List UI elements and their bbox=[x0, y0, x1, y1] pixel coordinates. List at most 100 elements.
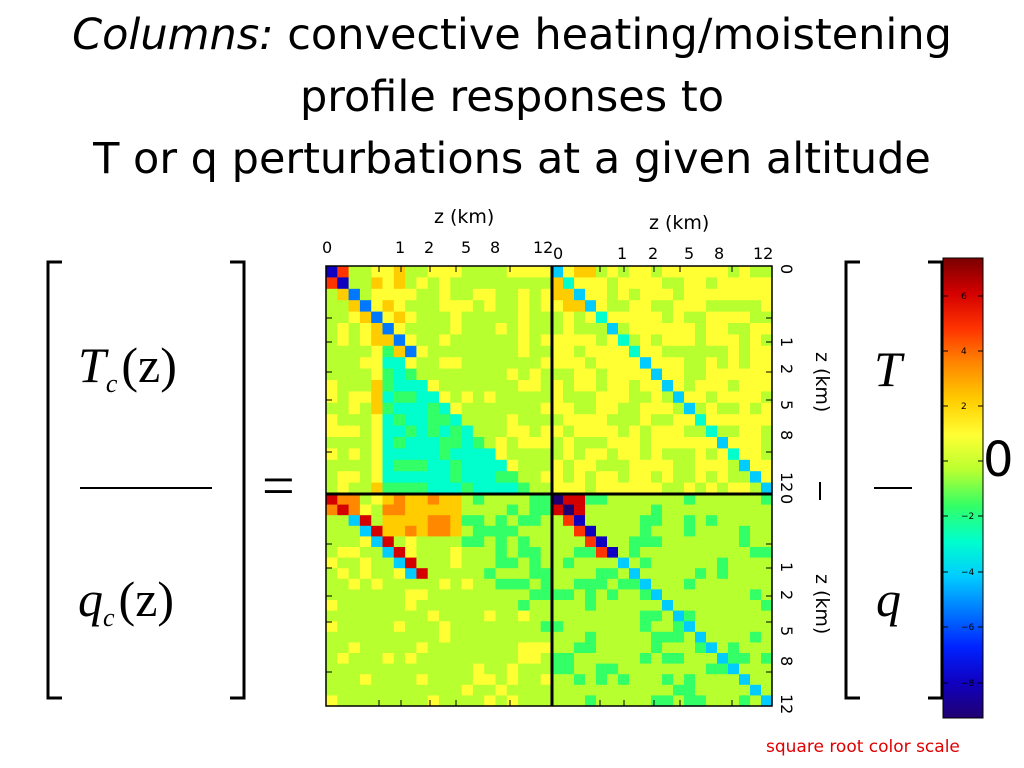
matrix-cell bbox=[450, 525, 463, 537]
matrix-cell bbox=[728, 368, 740, 381]
matrix-cell bbox=[416, 311, 429, 324]
matrix-cell bbox=[596, 414, 608, 427]
matrix-cell bbox=[750, 471, 762, 484]
matrix-cell bbox=[472, 653, 485, 665]
matrix-cell bbox=[518, 504, 530, 516]
matrix-cell bbox=[337, 642, 350, 654]
matrix-cell bbox=[750, 568, 762, 580]
matrix-cell bbox=[348, 578, 361, 590]
matrix-cell bbox=[461, 578, 474, 590]
matrix-cell bbox=[728, 277, 740, 290]
matrix-cell bbox=[585, 642, 597, 654]
matrix-cell bbox=[416, 437, 429, 449]
matrix-cell bbox=[640, 311, 652, 324]
matrix-cell bbox=[540, 414, 553, 427]
matrix-cell bbox=[695, 357, 707, 370]
matrix-cell bbox=[684, 547, 696, 559]
matrix-cell bbox=[596, 266, 608, 278]
matrix-cell bbox=[484, 300, 497, 313]
lhs-top-symbol: T bbox=[78, 337, 106, 393]
matrix-cell bbox=[382, 448, 395, 461]
matrix-cell bbox=[761, 504, 773, 516]
matrix-cell bbox=[518, 288, 530, 301]
matrix-cell bbox=[348, 391, 361, 404]
matrix-cell bbox=[706, 631, 718, 643]
matrix-cell bbox=[484, 663, 497, 675]
matrix-cell bbox=[651, 437, 663, 449]
matrix-cell bbox=[596, 437, 608, 449]
matrix-cell bbox=[506, 414, 519, 427]
matrix-cell bbox=[472, 674, 485, 686]
matrix-cell bbox=[585, 334, 597, 347]
matrix-cell bbox=[461, 621, 474, 633]
matrix-cell bbox=[326, 323, 338, 335]
matrix-cell bbox=[574, 448, 586, 461]
matrix-cell bbox=[529, 345, 542, 358]
matrix-cell bbox=[405, 380, 417, 392]
title-line3: T or q perturbations at a given altitude bbox=[93, 134, 931, 184]
matrix-cell bbox=[518, 300, 530, 313]
matrix-cell bbox=[371, 334, 384, 347]
matrix-cell bbox=[761, 391, 773, 404]
matrix-cell bbox=[416, 525, 429, 537]
matrix-cell bbox=[673, 300, 685, 313]
matrix-cell bbox=[640, 482, 652, 495]
matrix-cell bbox=[405, 494, 417, 506]
matrix-cell bbox=[405, 557, 417, 569]
matrix-cell bbox=[472, 459, 485, 472]
matrix-cell bbox=[427, 300, 440, 313]
matrix-cell bbox=[529, 368, 542, 381]
matrix-cell bbox=[484, 695, 497, 707]
matrix-cell bbox=[540, 402, 553, 415]
matrix-cell bbox=[695, 610, 707, 622]
matrix-cell bbox=[495, 525, 508, 537]
matrix-cell bbox=[450, 368, 463, 381]
matrix-cell bbox=[450, 380, 463, 392]
matrix-cell bbox=[371, 448, 384, 461]
matrix-cell bbox=[574, 610, 586, 622]
matrix-cell bbox=[348, 557, 361, 569]
matrix-cell bbox=[563, 684, 575, 696]
matrix-cell bbox=[651, 459, 663, 472]
matrix-cell bbox=[382, 547, 395, 559]
matrix-cell bbox=[629, 610, 641, 622]
matrix-cell bbox=[439, 368, 451, 381]
matrix-cell bbox=[706, 391, 718, 404]
matrix-cell bbox=[484, 459, 497, 472]
matrix-cell bbox=[393, 695, 406, 707]
matrix-cell bbox=[348, 425, 361, 438]
matrix-cell bbox=[472, 425, 485, 438]
matrix-cell bbox=[673, 600, 685, 612]
matrix-cell bbox=[563, 288, 575, 301]
matrix-cell bbox=[596, 459, 608, 472]
matrix-cell bbox=[359, 437, 372, 449]
matrix-cell bbox=[574, 536, 586, 548]
matrix-cell bbox=[348, 642, 361, 654]
matrix-cell bbox=[427, 357, 440, 370]
matrix-cell bbox=[563, 311, 575, 324]
matrix-cell bbox=[651, 391, 663, 404]
matrix-cell bbox=[750, 684, 762, 696]
matrix-cell bbox=[651, 653, 663, 665]
matrix-cell bbox=[461, 300, 474, 313]
matrix-cell bbox=[706, 266, 718, 278]
matrix-cell bbox=[495, 266, 508, 278]
matrix-cell bbox=[461, 391, 474, 404]
matrix-cell bbox=[529, 300, 542, 313]
matrix-cell bbox=[640, 674, 652, 686]
matrix-cell bbox=[484, 621, 497, 633]
matrix-cell bbox=[529, 482, 542, 495]
matrix-cell bbox=[495, 334, 508, 347]
matrix-cell bbox=[359, 504, 372, 516]
equals-sign: = bbox=[262, 453, 295, 518]
matrix-cell bbox=[695, 482, 707, 495]
matrix-cell bbox=[529, 653, 542, 665]
matrix-cell bbox=[761, 621, 773, 633]
matrix-cell bbox=[348, 368, 361, 381]
matrix-cell bbox=[717, 525, 729, 537]
matrix-cell bbox=[371, 380, 384, 392]
matrix-cell bbox=[662, 653, 674, 665]
matrix-cell bbox=[359, 482, 372, 495]
matrix-cell bbox=[416, 334, 429, 347]
matrix-cell bbox=[461, 674, 474, 686]
